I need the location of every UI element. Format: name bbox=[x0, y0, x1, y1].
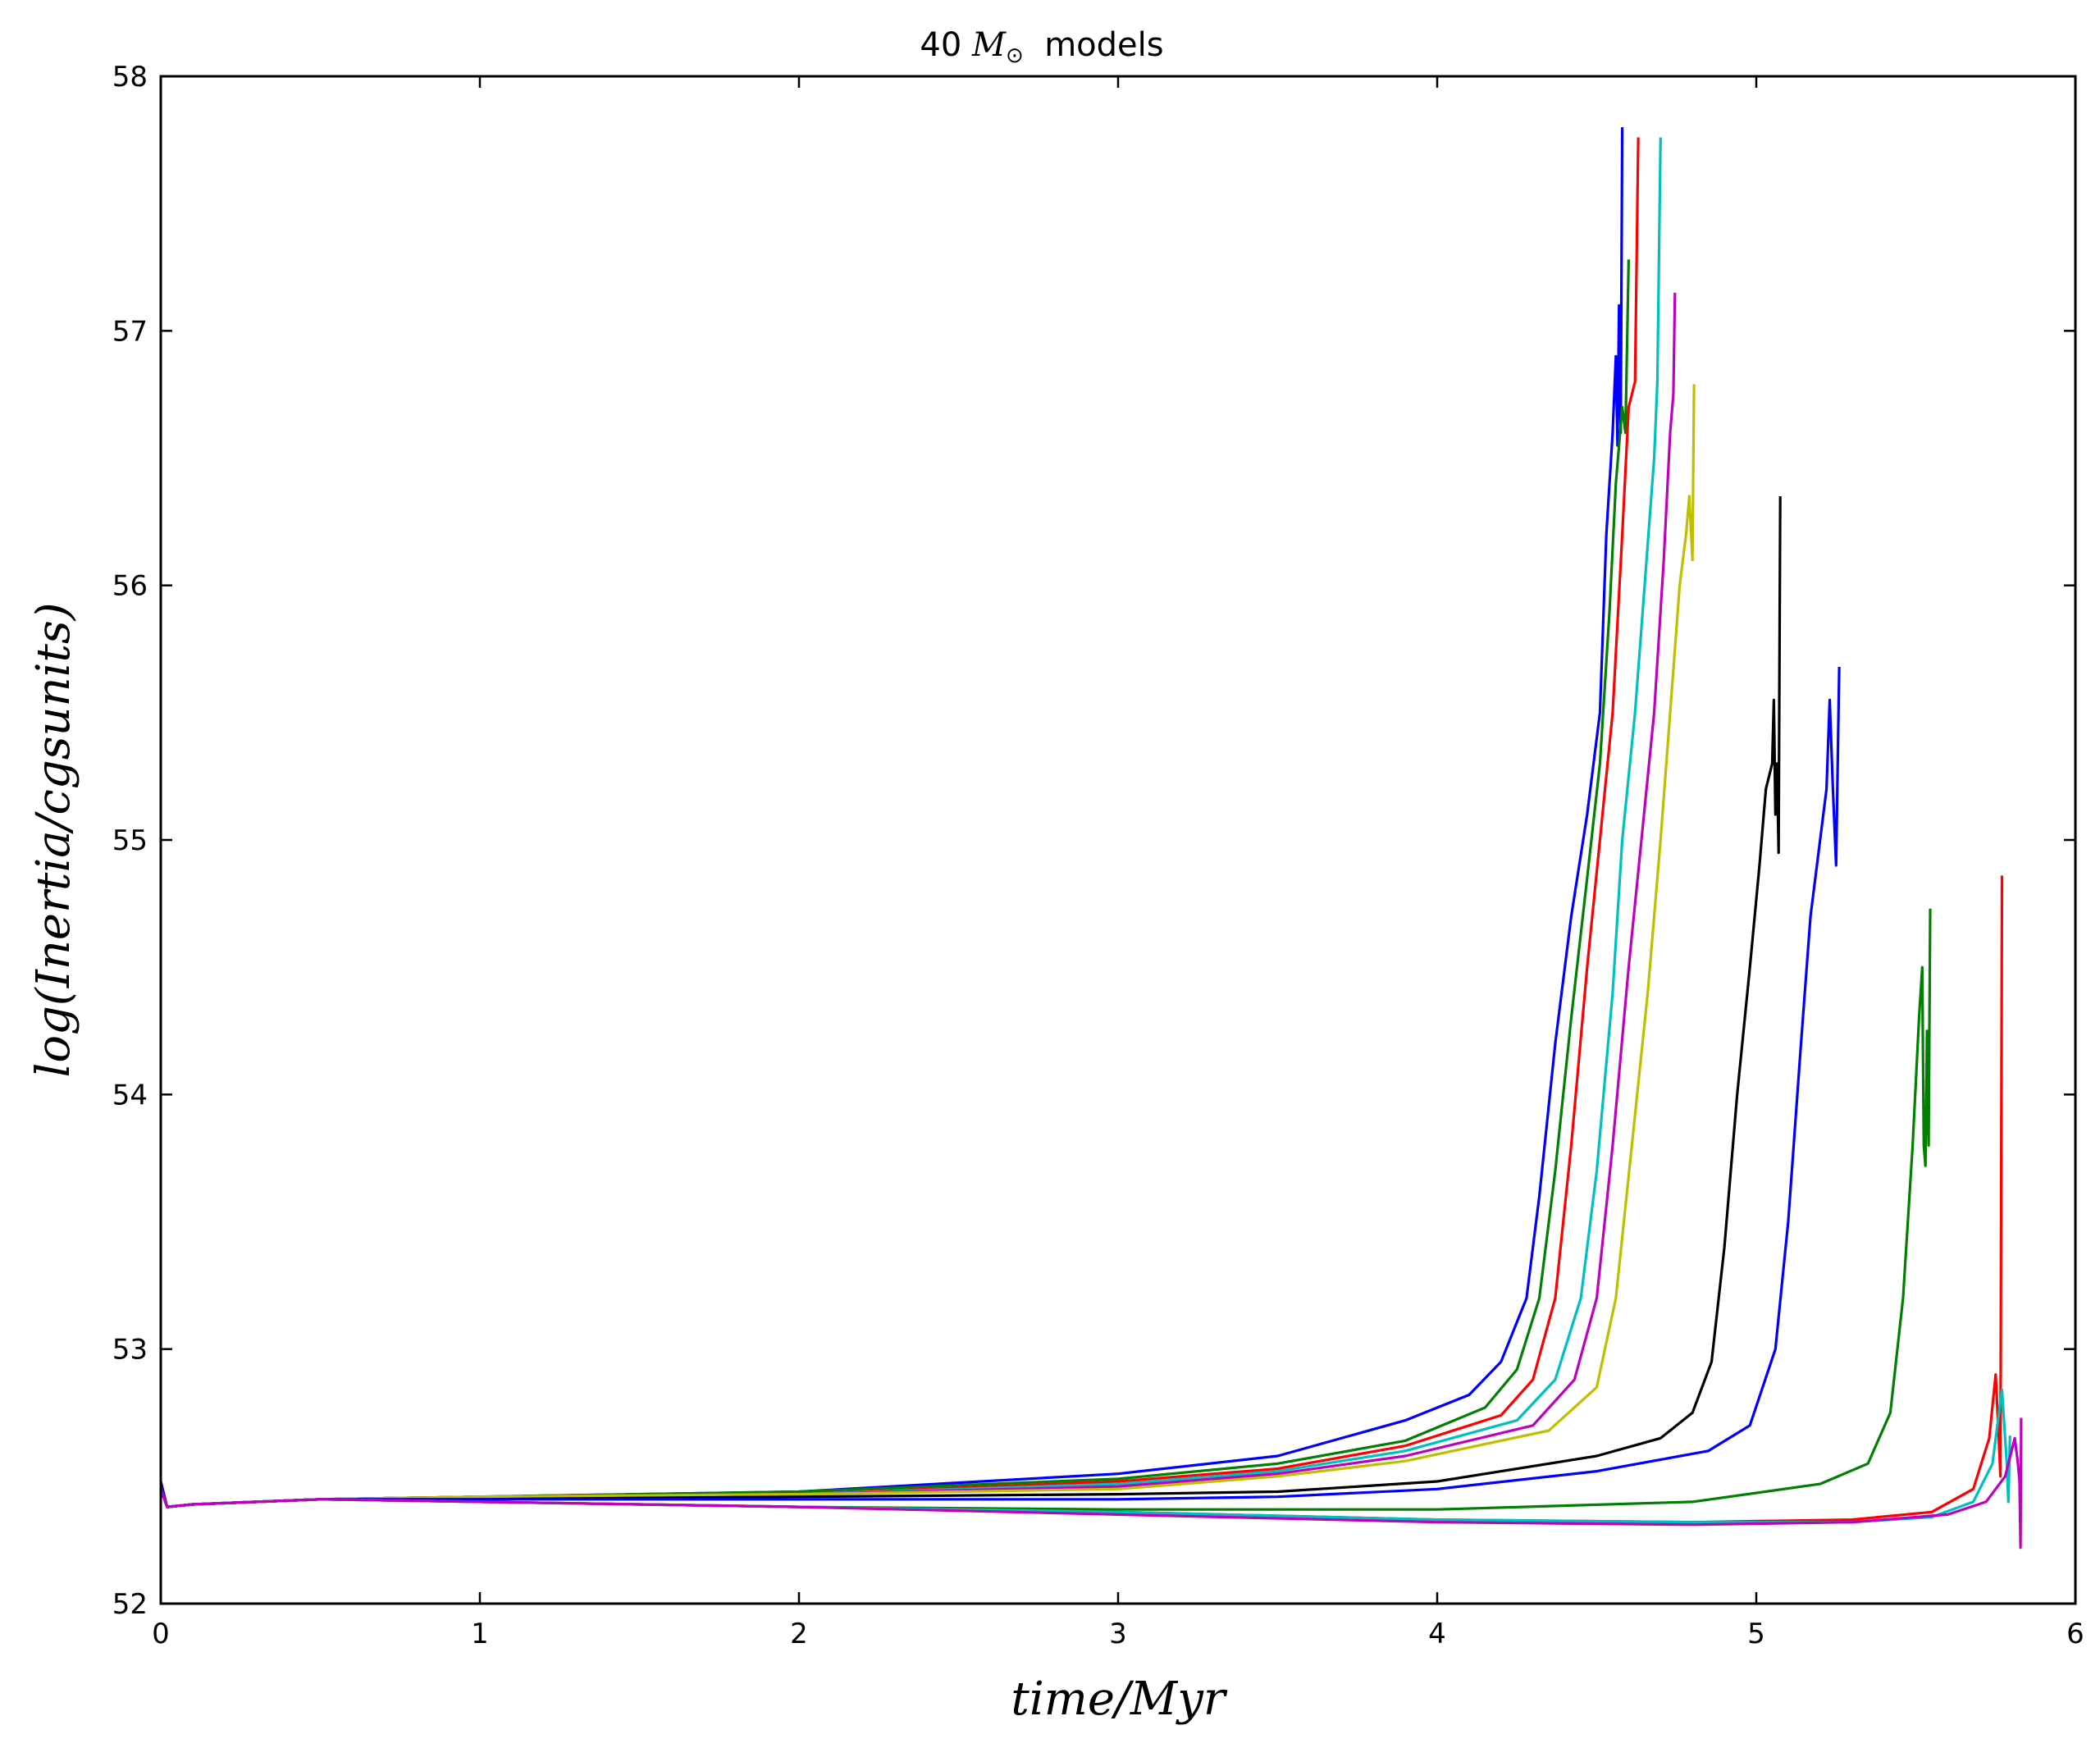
title-subscript: ⊙ bbox=[1006, 43, 1024, 68]
series-line-10 bbox=[159, 875, 2004, 1524]
series-line-5 bbox=[159, 292, 1677, 1508]
x-tick-label: 0 bbox=[152, 1618, 170, 1650]
x-tick-label: 4 bbox=[1428, 1618, 1446, 1650]
series-layer bbox=[159, 127, 2023, 1549]
series-line-6 bbox=[159, 384, 1696, 1508]
x-axis-label: time/Myr bbox=[1011, 1673, 1228, 1726]
series-line-8 bbox=[159, 666, 1841, 1508]
series-line-4 bbox=[159, 137, 1662, 1508]
x-tick-label: 2 bbox=[790, 1618, 808, 1650]
series-line-2 bbox=[159, 259, 1630, 1508]
series-line-3 bbox=[159, 137, 1640, 1508]
x-tick-label: 5 bbox=[1747, 1618, 1765, 1650]
y-tick-label: 53 bbox=[112, 1334, 148, 1367]
x-tick-label: 6 bbox=[2066, 1618, 2084, 1650]
chart-title: 40 M⊙ models bbox=[920, 26, 1163, 68]
y-tick-label: 54 bbox=[112, 1079, 148, 1111]
x-tick-label: 1 bbox=[471, 1618, 489, 1650]
plot-frame bbox=[159, 75, 2077, 1605]
series-line-1 bbox=[159, 127, 1624, 1508]
title-symbol: M bbox=[971, 26, 1007, 64]
series-line-7 bbox=[159, 495, 1782, 1508]
y-tick-label: 58 bbox=[112, 61, 148, 94]
series-line-12 bbox=[159, 1417, 2023, 1549]
y-tick-label: 55 bbox=[112, 824, 148, 857]
y-tick-label: 57 bbox=[112, 315, 148, 348]
y-tick-label: 52 bbox=[112, 1588, 148, 1621]
y-tick-label: 56 bbox=[112, 570, 148, 603]
y-axis-label: log(Inertia/cgsunits) bbox=[27, 602, 80, 1077]
x-tick-label: 3 bbox=[1109, 1618, 1127, 1650]
series-line-9 bbox=[159, 908, 1932, 1511]
